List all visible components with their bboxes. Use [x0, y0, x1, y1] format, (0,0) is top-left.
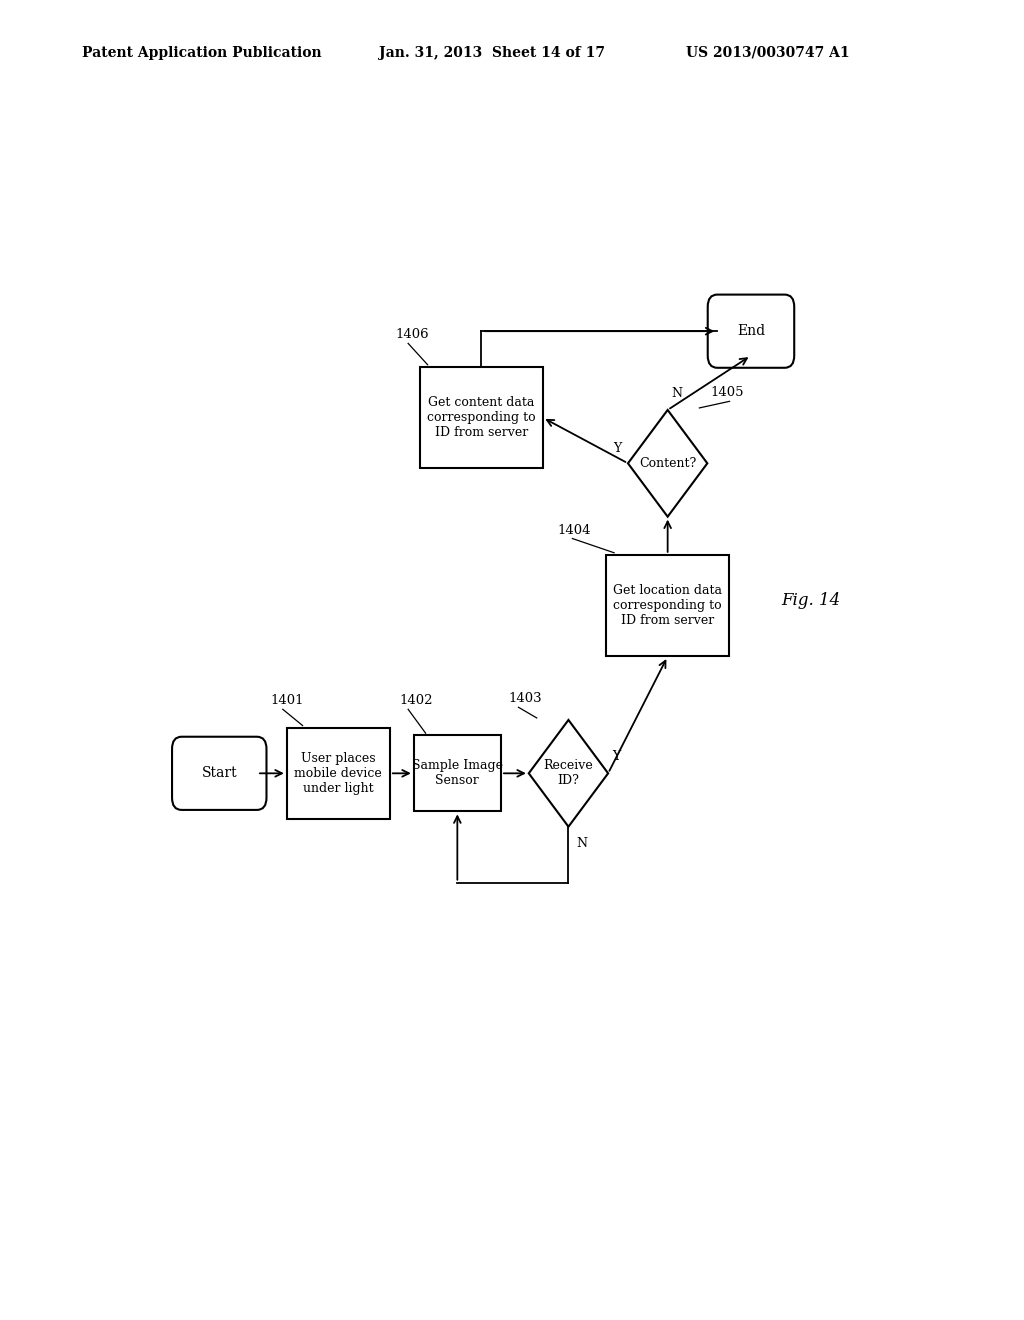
Text: N: N — [672, 387, 683, 400]
FancyBboxPatch shape — [172, 737, 266, 810]
FancyBboxPatch shape — [708, 294, 795, 368]
Text: US 2013/0030747 A1: US 2013/0030747 A1 — [686, 46, 850, 59]
Text: 1401: 1401 — [270, 694, 303, 708]
Text: Start: Start — [202, 767, 238, 780]
Text: Get location data
corresponding to
ID from server: Get location data corresponding to ID fr… — [613, 585, 722, 627]
Text: End: End — [737, 325, 765, 338]
Bar — [606, 554, 729, 656]
Polygon shape — [628, 411, 708, 516]
Text: Fig. 14: Fig. 14 — [781, 593, 840, 609]
Text: Y: Y — [613, 442, 622, 455]
Text: N: N — [577, 837, 588, 850]
Text: 1405: 1405 — [711, 387, 743, 399]
Text: Patent Application Publication: Patent Application Publication — [82, 46, 322, 59]
Text: Receive
ID?: Receive ID? — [544, 759, 593, 787]
Text: 1402: 1402 — [399, 694, 433, 708]
Text: 1403: 1403 — [508, 692, 542, 705]
Bar — [414, 735, 501, 812]
Text: Sample Image
Sensor: Sample Image Sensor — [412, 759, 503, 787]
Text: User places
mobile device
under light: User places mobile device under light — [295, 752, 382, 795]
Text: 1404: 1404 — [557, 524, 591, 536]
Text: 1406: 1406 — [395, 329, 429, 342]
Polygon shape — [528, 719, 608, 826]
Text: Y: Y — [612, 750, 621, 763]
Bar — [287, 727, 390, 818]
Text: Get content data
corresponding to
ID from server: Get content data corresponding to ID fro… — [427, 396, 536, 440]
Text: Jan. 31, 2013  Sheet 14 of 17: Jan. 31, 2013 Sheet 14 of 17 — [379, 46, 605, 59]
Text: Content?: Content? — [639, 457, 696, 470]
Bar — [420, 367, 543, 469]
